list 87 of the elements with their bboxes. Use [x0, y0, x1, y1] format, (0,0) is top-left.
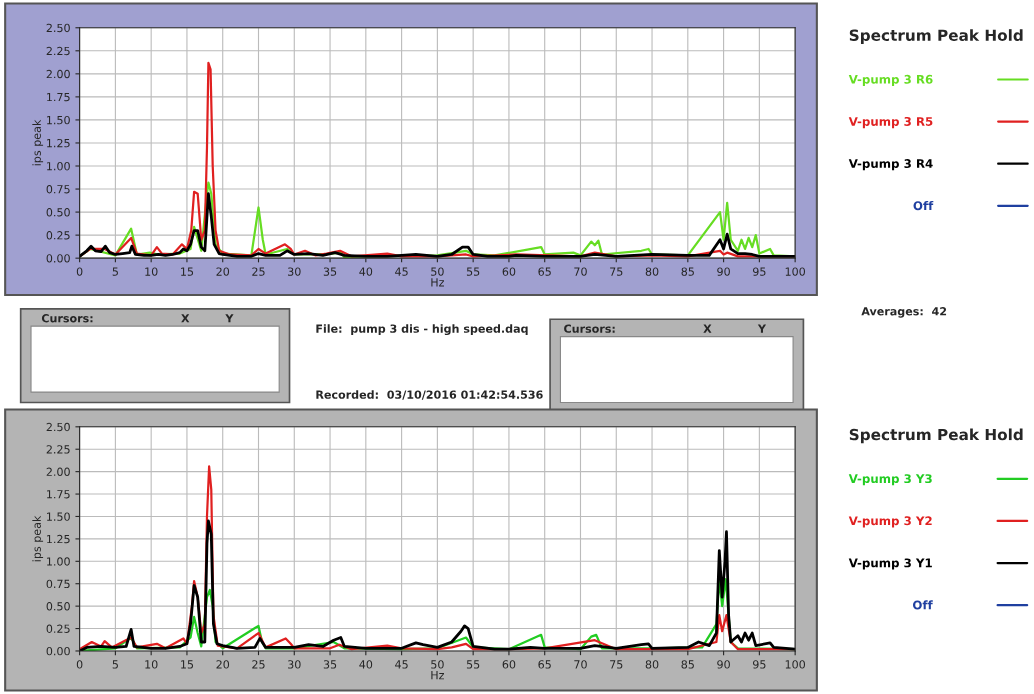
text: Recorded: 03/10/2016 01:42:54.536	[316, 390, 543, 400]
x-tick-label: 80	[645, 267, 659, 276]
legend-title: Spectrum Peak Hold	[849, 428, 1023, 444]
x-tick-label: 25	[252, 660, 265, 669]
x-tick-label: 55	[466, 660, 480, 669]
text: Averages: 42	[861, 307, 947, 318]
y-tick-label: 1.75	[47, 93, 70, 102]
x-tick-label: 5	[112, 267, 118, 276]
y-tick-label: 1.25	[47, 138, 70, 148]
legend-label: Off	[913, 201, 934, 211]
x-tick-label: 15	[181, 267, 194, 276]
y-tick-label: 0.50	[46, 602, 70, 611]
y-tick-label: 2.25	[46, 46, 70, 56]
x-tick-label: 30	[288, 660, 301, 669]
text: File: pump 3 dis - high speed.daq	[316, 324, 528, 336]
text: Cursors:	[41, 314, 93, 323]
x-tick-label: 65	[538, 267, 551, 276]
y-tick-label: 0.25	[46, 231, 70, 240]
text: Y	[225, 314, 234, 323]
y-axis-title: ips peak	[32, 515, 44, 562]
x-tick-label: 75	[610, 660, 623, 669]
x-tick-label: 10	[145, 267, 158, 276]
x-tick-label: 40	[359, 660, 373, 669]
x-tick-label: 75	[610, 267, 623, 276]
x-tick-label: 15	[181, 660, 194, 669]
y-tick-label: 1.00	[47, 161, 70, 171]
text: V-pump 3 Y3	[848, 474, 932, 486]
x-tick-label: 95	[753, 267, 766, 276]
y-tick-label: 0.25	[46, 624, 70, 633]
x-tick-label: 60	[502, 660, 516, 669]
x-tick-label: 85	[681, 267, 694, 276]
y-tick-label: 1.50	[47, 512, 70, 521]
x-axis-title: Hz	[431, 671, 444, 680]
y-tick-label: 0.75	[46, 579, 70, 589]
x-tick-label: 70	[574, 660, 587, 669]
y-tick-label: 1.50	[47, 115, 70, 125]
x-tick-label: 45	[395, 660, 408, 669]
y-tick-label: 1.00	[47, 557, 70, 566]
y-tick-label: 2.50	[46, 422, 70, 432]
legend-title: Spectrum Peak Hold	[849, 29, 1023, 44]
x-tick-label: 45	[395, 267, 408, 276]
x-tick-label: 70	[574, 267, 587, 276]
x-tick-label: 35	[323, 267, 337, 276]
x-tick-label: 95	[753, 660, 766, 669]
x-tick-label: 35	[323, 660, 337, 669]
x-tick-label: 100	[785, 660, 806, 669]
text: Y	[757, 324, 767, 333]
x-axis-title: Hz	[431, 278, 444, 287]
text: V-pump 3 R4	[848, 159, 933, 171]
x-tick-label: 10	[145, 660, 158, 669]
x-tick-label: 25	[252, 267, 265, 276]
x-tick-label: 0	[76, 660, 83, 669]
y-tick-label: 1.25	[47, 534, 70, 544]
x-tick-label: 50	[431, 660, 444, 669]
x-tick-label: 85	[681, 660, 694, 669]
y-tick-label: 0.00	[46, 254, 70, 263]
y-tick-label: 2.00	[46, 467, 70, 477]
legend-label: Off	[912, 600, 933, 610]
x-tick-label: 65	[538, 660, 551, 669]
y-tick-label: 2.50	[46, 23, 70, 33]
y-tick-label: 2.00	[46, 69, 70, 79]
x-tick-label: 5	[112, 660, 118, 669]
x-tick-label: 55	[466, 267, 480, 276]
text: V-pump 3 Y2	[848, 516, 932, 528]
x-tick-label: 0	[76, 267, 83, 276]
x-tick-label: 60	[502, 267, 516, 276]
x-tick-label: 30	[288, 267, 301, 276]
text: Cursors:	[564, 324, 615, 333]
x-tick-label: 90	[717, 660, 730, 669]
x-tick-label: 80	[645, 660, 659, 669]
x-tick-label: 100	[785, 267, 806, 276]
text: V-pump 3 R5	[848, 116, 933, 129]
y-axis-title: ips peak	[32, 119, 44, 166]
x-tick-label: 50	[431, 267, 444, 276]
x-tick-label: 20	[216, 660, 230, 669]
x-tick-label: 20	[216, 267, 230, 276]
y-tick-label: 1.75	[47, 490, 70, 499]
text: X	[703, 324, 712, 333]
x-tick-label: 40	[359, 267, 373, 276]
text: V-pump 3 Y1	[848, 558, 932, 570]
text: X	[181, 314, 190, 323]
text: V-pump 3 R6	[848, 74, 933, 87]
y-tick-label: 0.50	[46, 208, 70, 217]
y-tick-label: 2.25	[46, 445, 70, 454]
y-tick-label: 0.00	[46, 646, 70, 656]
y-tick-label: 0.75	[46, 185, 70, 194]
x-tick-label: 90	[717, 267, 730, 276]
